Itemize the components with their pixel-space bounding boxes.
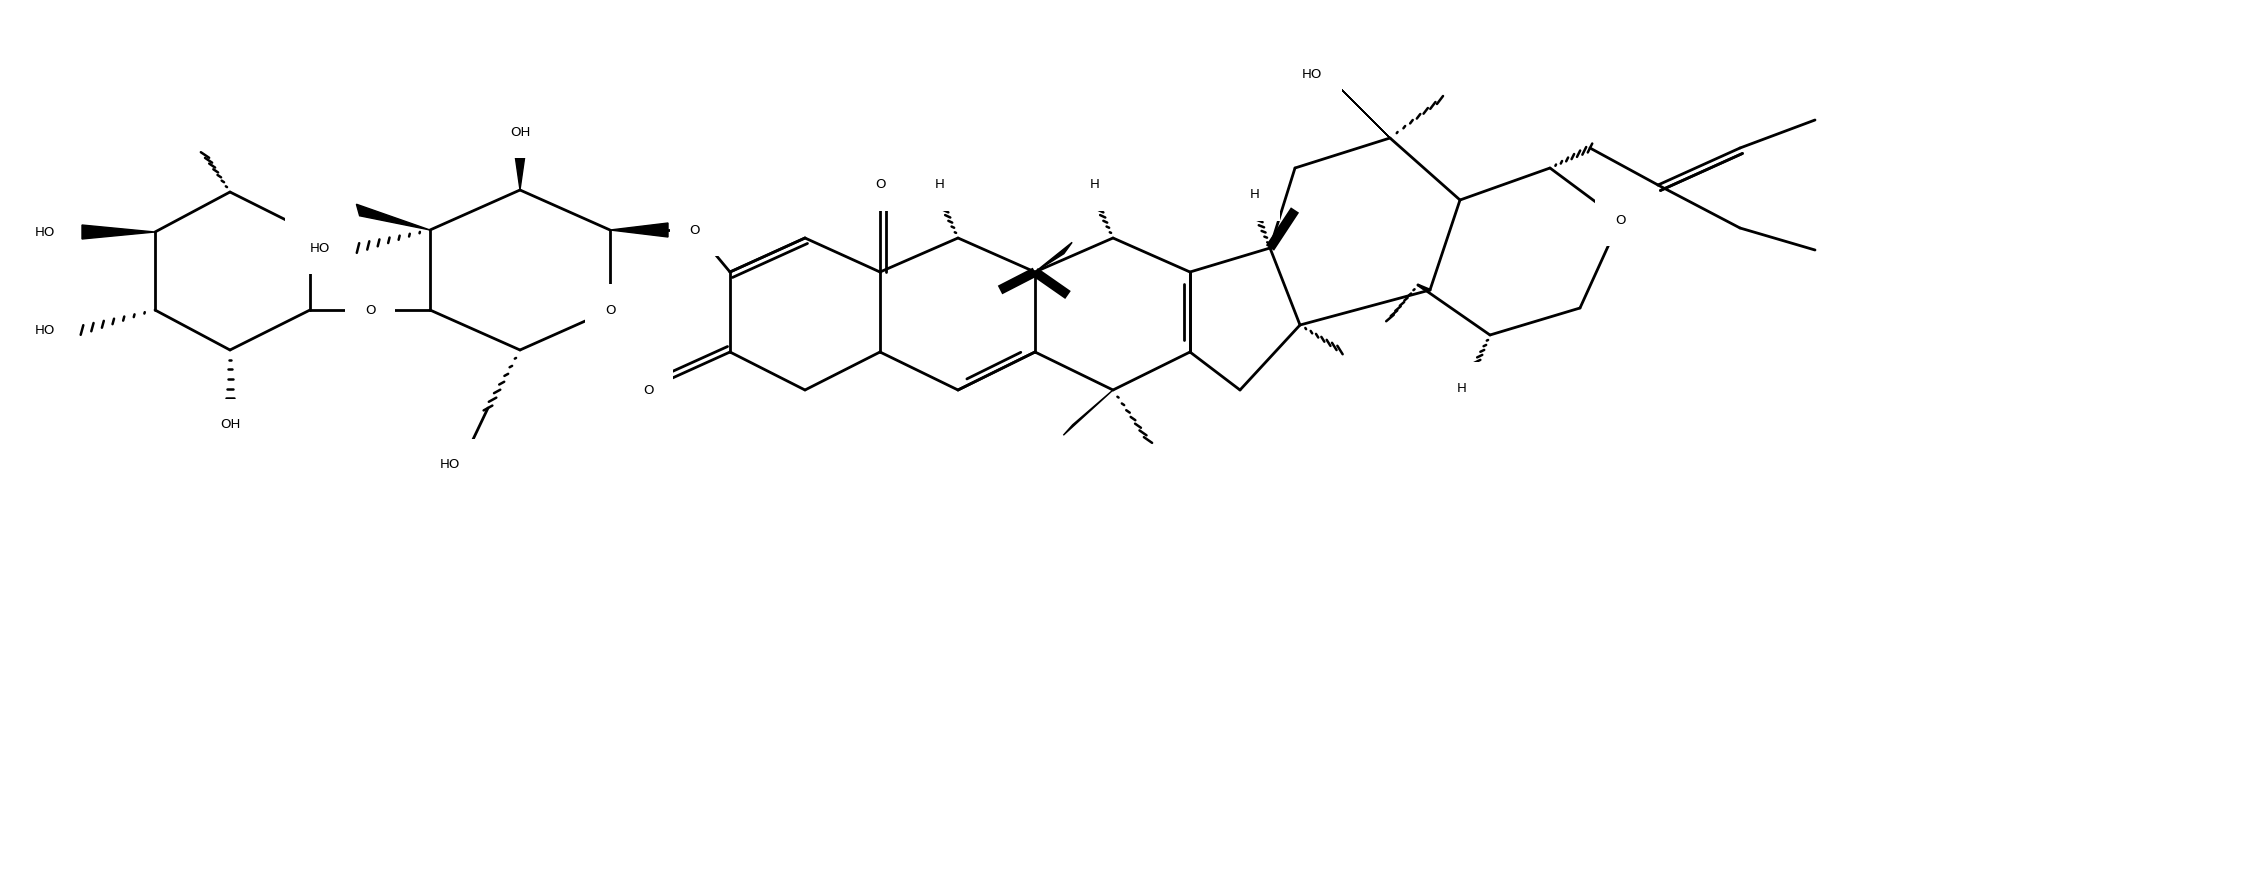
Polygon shape [1034,242,1073,272]
Text: OH: OH [220,419,240,432]
Text: H: H [1456,381,1467,394]
Text: O: O [689,224,701,237]
Text: OH: OH [510,126,531,138]
Text: HO: HO [1302,68,1322,81]
Text: O: O [1615,213,1626,226]
Polygon shape [1336,83,1390,138]
Polygon shape [82,225,154,239]
Text: O: O [365,303,374,316]
Text: O: O [642,384,653,397]
Text: O: O [642,384,653,397]
Text: O: O [875,178,885,191]
Text: HO: HO [34,323,54,336]
Text: O: O [606,303,615,316]
Polygon shape [610,223,669,237]
Polygon shape [1064,390,1114,435]
Text: H: H [1250,189,1261,202]
Text: O: O [304,225,315,239]
Text: H: H [934,178,946,191]
Text: H: H [1250,189,1261,202]
Text: H: H [1091,178,1100,191]
Text: HO: HO [34,225,54,239]
Text: HO: HO [440,459,460,471]
Text: O: O [689,224,701,237]
Text: H: H [1091,178,1100,191]
Text: HO: HO [34,225,54,239]
Text: HO: HO [34,323,54,336]
Text: O: O [304,225,315,239]
Text: O: O [365,303,374,316]
Text: O: O [875,178,885,191]
Text: H: H [934,178,946,191]
Text: O: O [606,303,615,316]
Text: OH: OH [220,419,240,432]
Text: HO: HO [311,241,331,254]
Text: HO: HO [440,459,460,471]
Polygon shape [515,148,526,190]
Text: HO: HO [1302,68,1322,81]
Polygon shape [356,205,431,230]
Text: HO: HO [311,241,331,254]
Text: H: H [1456,381,1467,394]
Text: OH: OH [510,126,531,138]
